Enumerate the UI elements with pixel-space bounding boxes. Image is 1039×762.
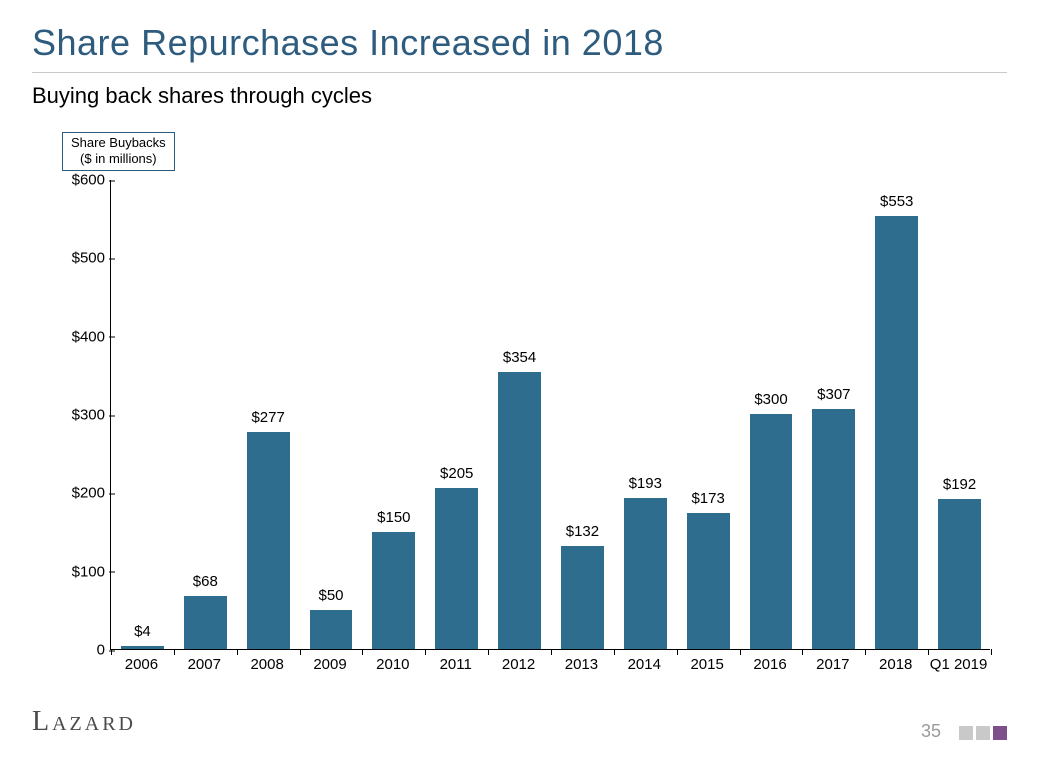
slide: Share Repurchases Increased in 2018 Buyi… <box>0 0 1039 762</box>
bar <box>310 610 353 649</box>
x-tick-label: 2010 <box>376 656 409 673</box>
bar-value-label: $307 <box>817 386 850 403</box>
bar-value-label: $150 <box>377 509 410 526</box>
x-tick-label: 2011 <box>440 656 472 673</box>
buyback-bar-chart: $4 $68 $277 $50 $150 $205 $354 $132 $193 $173 $300… <box>50 180 1000 690</box>
y-tick-label: $400 <box>50 328 105 345</box>
bar <box>812 409 855 649</box>
legend-line-1: Share Buybacks <box>71 135 166 151</box>
x-tick-label: 2018 <box>879 656 912 673</box>
x-tick-label: Q1 2019 <box>930 656 988 673</box>
y-tick-label: $200 <box>50 485 105 502</box>
x-tick-label: 2014 <box>628 656 661 673</box>
x-tick-label: 2013 <box>565 656 598 673</box>
bar <box>561 546 604 649</box>
progress-dot <box>976 726 990 740</box>
bar-value-label: $553 <box>880 193 913 210</box>
lazard-logo: Lazard <box>32 706 136 737</box>
bar-value-label: $192 <box>943 476 976 493</box>
bar <box>372 532 415 650</box>
bar-value-label: $50 <box>318 587 343 604</box>
bar-value-label: $205 <box>440 465 473 482</box>
bar-value-label: $300 <box>754 391 787 408</box>
progress-dots <box>959 726 1007 740</box>
x-axis-labels: 2006 2007 2008 2009 2010 2011 2012 2013 2014 2015… <box>110 656 990 686</box>
slide-footer: Lazard 35 <box>32 706 1007 744</box>
x-tick-label: 2012 <box>502 656 535 673</box>
bar <box>938 499 981 649</box>
bar <box>247 432 290 649</box>
bar-value-label: $173 <box>691 490 724 507</box>
slide-subtitle: Buying back shares through cycles <box>32 83 1007 109</box>
chart-legend-box: Share Buybacks ($ in millions) <box>62 132 175 171</box>
x-axis-ticks <box>111 649 991 655</box>
bar <box>184 596 227 649</box>
bar-value-label: $193 <box>629 475 662 492</box>
bar <box>435 488 478 649</box>
legend-line-2: ($ in millions) <box>71 151 166 167</box>
page-number: 35 <box>921 721 941 742</box>
bar <box>498 372 541 649</box>
bar <box>121 646 164 649</box>
bar-value-label: $132 <box>566 523 599 540</box>
y-tick-label: $300 <box>50 407 105 424</box>
bar-value-label: $354 <box>503 349 536 366</box>
progress-dot <box>959 726 973 740</box>
progress-dot <box>993 726 1007 740</box>
x-tick-label: 2008 <box>250 656 283 673</box>
x-tick-label: 2015 <box>690 656 723 673</box>
y-tick-label: $600 <box>50 172 105 189</box>
title-divider <box>32 72 1007 73</box>
bar-value-label: $4 <box>134 623 151 640</box>
x-tick-label: 2006 <box>125 656 158 673</box>
bar <box>750 414 793 649</box>
slide-title: Share Repurchases Increased in 2018 <box>32 22 1007 64</box>
bar-value-label: $277 <box>251 409 284 426</box>
x-tick-label: 2007 <box>188 656 221 673</box>
x-tick-label: 2017 <box>816 656 849 673</box>
bar <box>875 216 918 649</box>
y-tick-label: $500 <box>50 250 105 267</box>
bar-value-label: $68 <box>193 573 218 590</box>
y-tick-label: 0 <box>50 642 105 659</box>
bar <box>687 513 730 649</box>
x-tick-label: 2016 <box>753 656 786 673</box>
bar <box>624 498 667 649</box>
plot-area: $4 $68 $277 $50 $150 $205 $354 $132 $193 $173 $300… <box>110 180 990 650</box>
x-tick-label: 2009 <box>313 656 346 673</box>
y-tick-label: $100 <box>50 563 105 580</box>
